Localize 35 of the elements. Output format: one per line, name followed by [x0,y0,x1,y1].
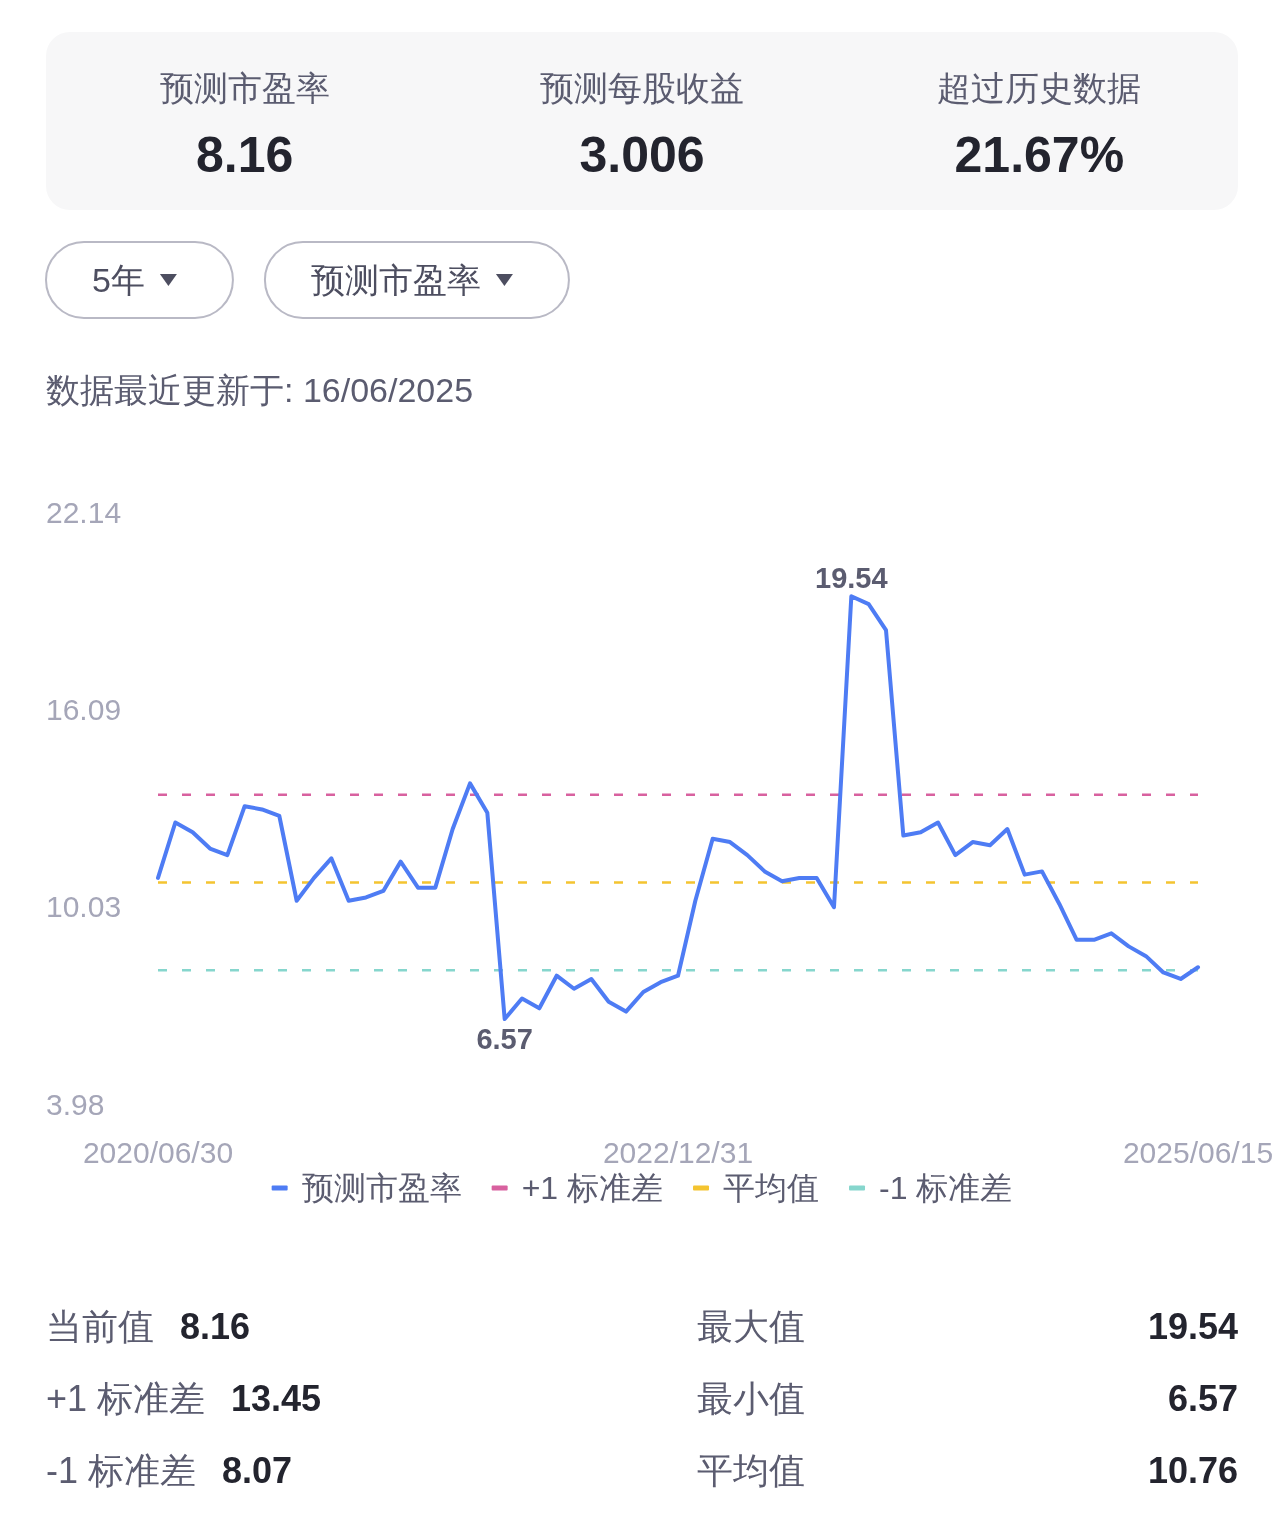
data-label: 10.76 [1147,1449,1238,1491]
category-label: 预测市盈率 [159,69,330,107]
category-label: 最大值 [697,1305,805,1347]
y-tick-label: 16.09 [46,692,122,726]
text: 21.67% [954,127,1125,183]
data-label: 6.57 [1167,1377,1238,1419]
y-tick-label: 3.98 [46,1087,105,1120]
category-label: 平均值 [697,1449,805,1491]
text: 预测市盈率 [310,261,481,299]
y-tick-label: 22.14 [46,495,122,528]
category-label: +1 标准差 [46,1377,206,1419]
x-tick-label: 2022/12/31 [602,1135,754,1169]
category-label: 预测每股收益 [540,69,744,107]
legend-label: +1 标准差 [521,1170,664,1206]
line-series [156,594,1200,1022]
legend-label: 平均值 [723,1170,820,1206]
data-label: 8.07 [222,1449,293,1491]
legend-label: -1 标准差 [879,1170,1013,1206]
text: 5年 [92,261,145,299]
category-label: 最小值 [697,1377,805,1419]
y-tick-label: 10.03 [46,889,122,923]
data-label: 6.57 [476,1023,533,1056]
data-label: 19.54 [1147,1305,1238,1347]
text: 3.006 [579,127,705,183]
data-label: 13.45 [231,1377,322,1419]
category-label: 当前值 [46,1305,154,1347]
category-label: -1 标准差 [46,1449,197,1491]
category-label: 超过历史数据 [937,69,1142,107]
data-label: 8.16 [180,1305,251,1347]
x-tick-label: 2020/06/30 [82,1135,234,1169]
chart-subtitle: 数据最近更新于: 16/06/2025 [46,371,474,409]
text: 8.16 [196,127,294,183]
data-label: 19.54 [815,562,888,595]
x-tick-label: 2025/06/15 [1122,1135,1274,1169]
legend-label: 预测市盈率 [301,1170,462,1206]
